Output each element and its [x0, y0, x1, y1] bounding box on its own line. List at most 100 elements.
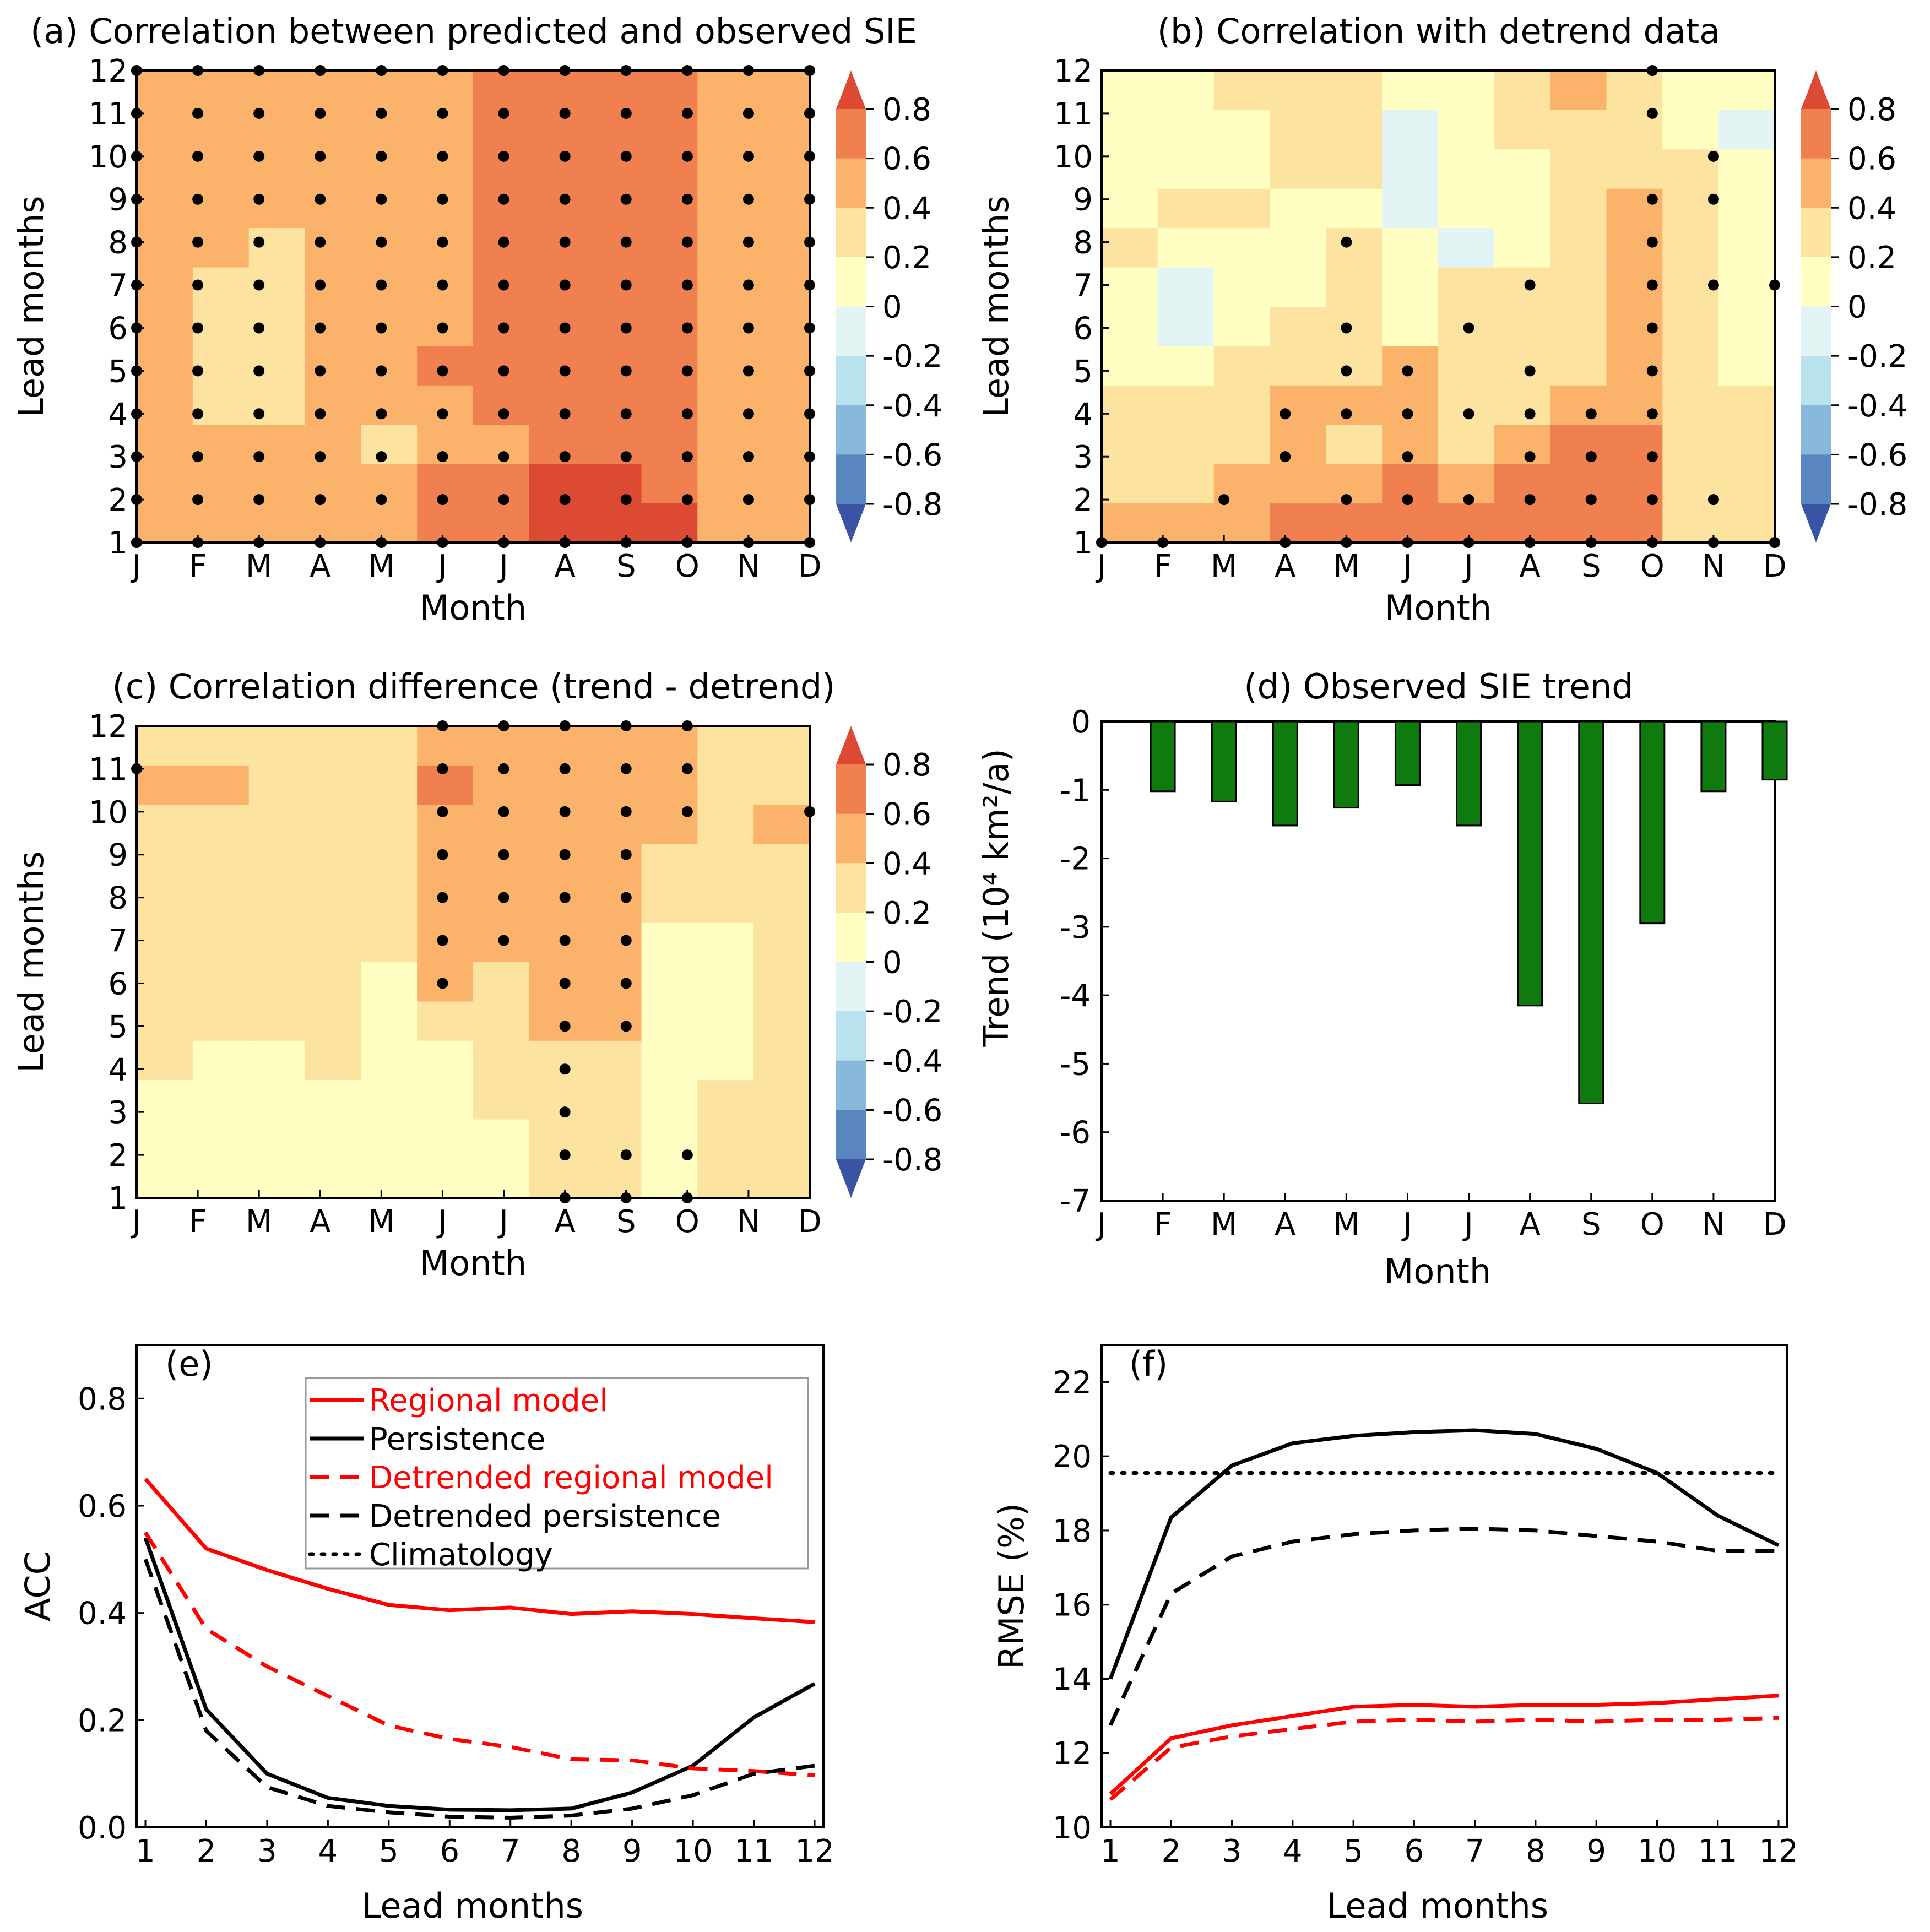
- heat-cell-m12-l7: [753, 267, 810, 307]
- significance-dot: [253, 365, 265, 377]
- panel-b-colorbar: 0.8 0.6 0.4 0.2 0 -0.2 -0.4 -0.6 -0.8: [1801, 70, 1907, 542]
- heat-cell-m5-l5: [361, 1001, 418, 1041]
- bar-10: [1639, 720, 1666, 925]
- colorbar-tick-label: 0.4: [1847, 191, 1896, 226]
- heat-cell-m10-l3: [641, 1079, 698, 1120]
- significance-dot: [559, 763, 571, 774]
- heat-cell-m5-l4: [361, 385, 418, 425]
- heat-cell-m8-l10: [1494, 149, 1551, 189]
- heat-cell-m8-l8: [529, 227, 586, 268]
- y-tick-label: 16: [1053, 1588, 1092, 1624]
- significance-dot: [253, 279, 265, 291]
- heat-cell-m11-l9: [1662, 188, 1719, 229]
- heat-cell-m5-l1: [361, 1158, 418, 1198]
- heat-cell-m12-l8: [753, 883, 810, 923]
- significance-dot: [559, 978, 571, 989]
- heat-cell-m6-l5: [1382, 345, 1439, 386]
- heat-cell-m12-l2: [753, 464, 810, 504]
- heat-cell-m3-l5: [1213, 345, 1270, 386]
- y-tick-label: -1: [1060, 773, 1091, 808]
- heat-cell-m12-l12: [753, 70, 810, 110]
- significance-dot: [376, 107, 387, 119]
- significance-dot: [804, 494, 815, 506]
- heat-cell-m8-l12: [1494, 70, 1551, 110]
- heat-cell-m8-l9: [529, 188, 586, 229]
- heat-cell-m11-l9: [697, 188, 754, 229]
- y-tick-label: 9: [108, 838, 128, 873]
- heat-cell-m10-l5: [641, 1001, 698, 1041]
- heat-cell-m12-l1: [1718, 503, 1775, 543]
- y-tick-label: 18: [1053, 1513, 1092, 1549]
- heat-cell-m12-l1: [753, 503, 810, 543]
- series-detrended-persistence: [143, 1559, 815, 1820]
- significance-dot: [620, 365, 632, 377]
- heat-cell-m2-l11: [1157, 110, 1215, 150]
- y-tick-label: -2: [1060, 842, 1091, 877]
- series-persistence: [1108, 1428, 1780, 1680]
- heat-cell-m3-l1: [248, 1158, 305, 1198]
- x-tick-label: M: [1333, 1207, 1359, 1242]
- heat-cell-m1-l6: [137, 306, 193, 346]
- x-tick-label: 2: [1161, 1833, 1181, 1869]
- y-tick-label: 11: [89, 96, 128, 132]
- heat-cell-m2-l10: [192, 804, 250, 844]
- x-tick-label: S: [1581, 1207, 1601, 1242]
- panel-a-title: (a) Correlation between predicted and ob…: [30, 11, 917, 51]
- colorbar-tick-label: -0.8: [882, 487, 942, 523]
- significance-dot: [253, 107, 265, 119]
- colorbar-segment: [1801, 257, 1831, 307]
- significance-dot: [804, 408, 815, 420]
- significance-dot: [620, 150, 632, 162]
- x-tick-label: 11: [1698, 1833, 1737, 1869]
- heat-cell-m1-l11: [137, 110, 193, 150]
- significance-dot: [559, 806, 571, 817]
- significance-dot: [498, 322, 509, 334]
- y-tick-label: 9: [1073, 182, 1093, 218]
- significance-dot: [498, 849, 509, 860]
- heat-cell-m6-l7: [1382, 267, 1439, 307]
- heat-cell-m11-l1: [697, 1158, 754, 1198]
- y-tick-label: 3: [108, 439, 128, 475]
- significance-dot: [192, 107, 204, 119]
- x-tick-label: 1: [135, 1833, 155, 1869]
- heat-cell-m2-l9: [192, 844, 250, 884]
- significance-dot: [559, 408, 571, 420]
- significance-dot: [498, 107, 509, 119]
- x-tick-label: J: [497, 1204, 508, 1240]
- heat-cell-m4-l5: [305, 345, 361, 386]
- y-tick-label: 5: [108, 1009, 128, 1045]
- significance-dot: [1646, 193, 1658, 205]
- significance-dot: [620, 494, 632, 506]
- heat-cell-m9-l11: [1550, 110, 1607, 150]
- heat-cell-m12-l2: [753, 1119, 810, 1159]
- heat-cell-m5-l2: [1326, 464, 1383, 504]
- panel-d-xlabel: Month: [1384, 1251, 1491, 1291]
- x-tick-label: J: [436, 1204, 447, 1240]
- heat-cell-m1-l11: [1102, 110, 1158, 150]
- heat-cell-m5-l6: [361, 306, 418, 346]
- heat-cell-m10-l5: [1606, 345, 1663, 386]
- heat-cell-m3-l12: [1213, 70, 1270, 110]
- heat-cell-m1-l5: [1102, 345, 1158, 386]
- heat-cell-m5-l8: [1326, 227, 1383, 268]
- heat-cell-m1-l9: [1102, 188, 1158, 229]
- heat-cell-m3-l7: [1213, 267, 1270, 307]
- heat-cell-m9-l3: [585, 1079, 642, 1120]
- colorbar-segment: [836, 1110, 866, 1160]
- heat-cell-m7-l9: [1438, 188, 1495, 229]
- heat-cell-m8-l4: [529, 385, 586, 425]
- heat-cell-m8-l2: [1494, 464, 1551, 504]
- x-tick-label: 2: [197, 1833, 216, 1869]
- heat-cell-m5-l12: [361, 726, 418, 766]
- heat-cell-m2-l7: [1157, 267, 1215, 307]
- legend-label: Regional model: [369, 1383, 608, 1419]
- heat-cell-m3-l3: [1213, 424, 1270, 464]
- significance-dot: [804, 150, 815, 162]
- significance-dot: [620, 720, 632, 731]
- line-frame: [135, 1344, 825, 1828]
- heat-cell-m4-l10: [1270, 149, 1326, 189]
- heat-cell-m4-l10: [305, 149, 361, 189]
- heat-cell-m5-l5: [361, 345, 418, 386]
